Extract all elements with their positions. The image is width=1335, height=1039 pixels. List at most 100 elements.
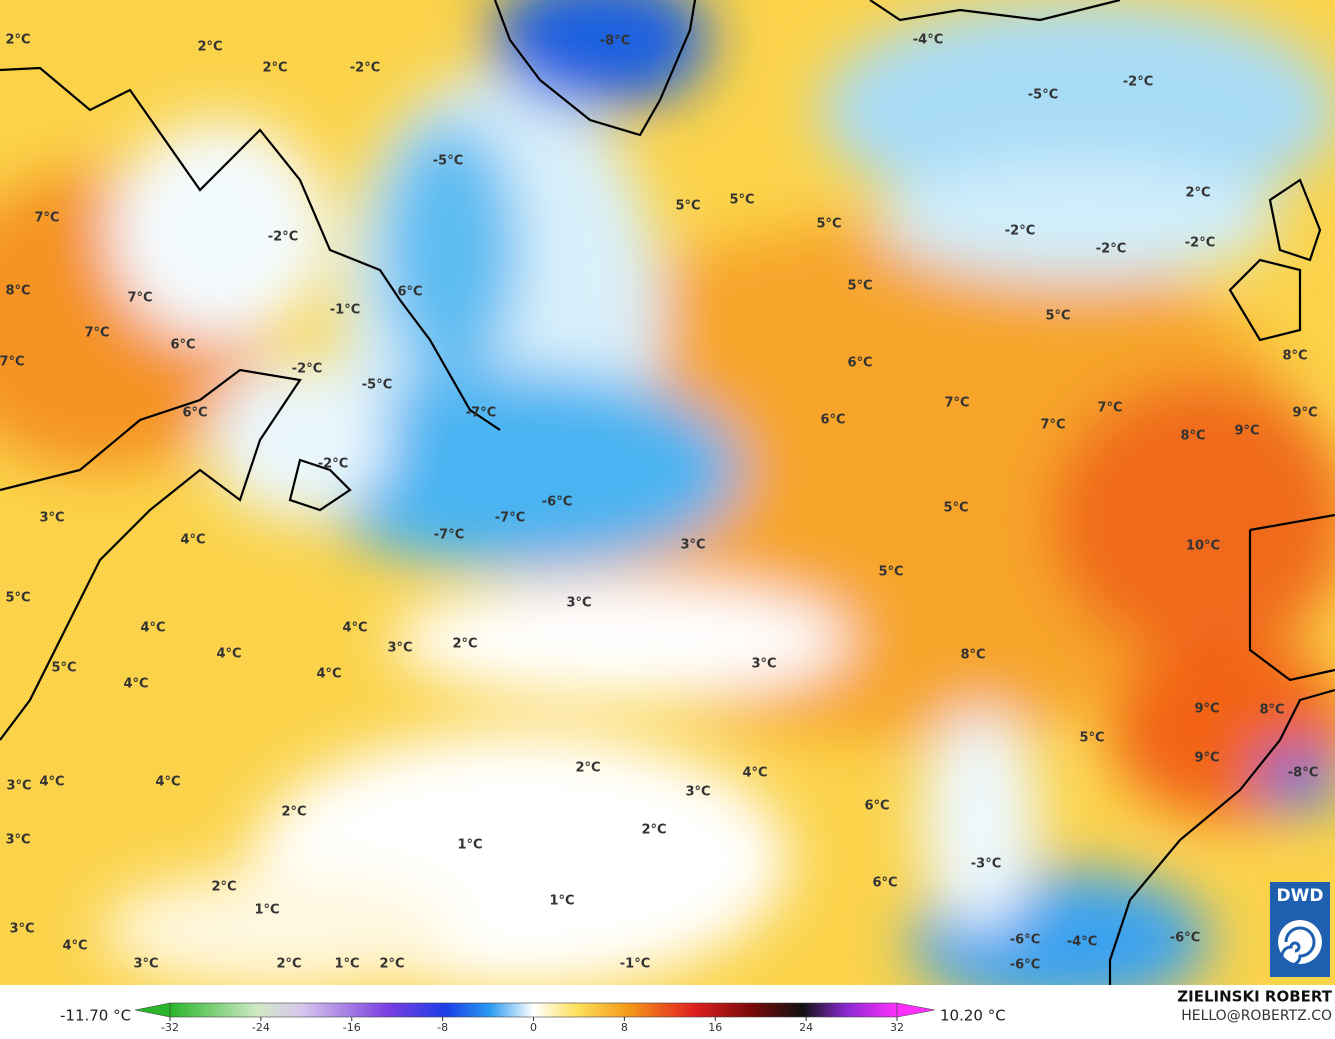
temp-label: 1°C bbox=[334, 957, 359, 972]
temp-label: 7°C bbox=[0, 355, 25, 370]
temp-label: -5°C bbox=[433, 154, 463, 169]
temp-label: 6°C bbox=[864, 799, 889, 814]
temp-label: 4°C bbox=[216, 647, 241, 662]
temp-label: -5°C bbox=[1028, 88, 1058, 103]
temp-label: 5°C bbox=[51, 661, 76, 676]
temp-label: -4°C bbox=[913, 33, 943, 48]
temp-label: 4°C bbox=[155, 775, 180, 790]
temp-label: 7°C bbox=[1097, 401, 1122, 416]
temp-label: -2°C bbox=[1123, 75, 1153, 90]
temp-label: 9°C bbox=[1234, 424, 1259, 439]
temp-label: -2°C bbox=[1005, 224, 1035, 239]
temp-label: 7°C bbox=[127, 291, 152, 306]
temp-label: 1°C bbox=[254, 903, 279, 918]
temp-label: 5°C bbox=[1079, 731, 1104, 746]
temp-label: 5°C bbox=[847, 279, 872, 294]
temp-label: 2°C bbox=[5, 33, 30, 48]
temp-label: -7°C bbox=[434, 528, 464, 543]
temp-label: 2°C bbox=[281, 805, 306, 820]
temp-label: 2°C bbox=[262, 61, 287, 76]
temp-label: 3°C bbox=[566, 596, 591, 611]
colorbar-tick-label: -8 bbox=[437, 1021, 448, 1034]
colorbar: -32 -24 -16 -8 0 8 16 24 32 bbox=[134, 1002, 936, 1034]
temp-label: 5°C bbox=[729, 193, 754, 208]
map-field bbox=[0, 0, 1335, 1010]
credit-name: ZIELINSKI ROBERT bbox=[1177, 988, 1332, 1006]
temp-label: -4°C bbox=[1067, 935, 1097, 950]
temp-label: 3°C bbox=[6, 779, 31, 794]
credit-email: HELLO@ROBERTZ.CO bbox=[1181, 1008, 1332, 1024]
temp-label: 5°C bbox=[675, 199, 700, 214]
temp-label: 4°C bbox=[342, 621, 367, 636]
temp-label: -7°C bbox=[466, 406, 496, 421]
temp-label: 5°C bbox=[1045, 309, 1070, 324]
temp-label: -2°C bbox=[318, 457, 348, 472]
temp-label: 6°C bbox=[872, 876, 897, 891]
temp-label: -1°C bbox=[620, 957, 650, 972]
temp-label: 3°C bbox=[133, 957, 158, 972]
temp-label: 2°C bbox=[575, 761, 600, 776]
temp-label: 2°C bbox=[276, 957, 301, 972]
colorbar-max: 10.20 °C bbox=[940, 1007, 1006, 1025]
temp-label: -2°C bbox=[1185, 236, 1215, 251]
temp-label: 3°C bbox=[39, 511, 64, 526]
temp-label: 7°C bbox=[1040, 418, 1065, 433]
temp-label: -6°C bbox=[1170, 931, 1200, 946]
temp-label: 7°C bbox=[84, 326, 109, 341]
colorbar-tick-label: 8 bbox=[621, 1021, 628, 1034]
temp-label: -6°C bbox=[1010, 933, 1040, 948]
temp-label: 6°C bbox=[820, 413, 845, 428]
colorbar-tick-label: 24 bbox=[799, 1021, 813, 1034]
temp-label: 2°C bbox=[197, 40, 222, 55]
colorbar-tick-label: -16 bbox=[343, 1021, 361, 1034]
temp-label: 2°C bbox=[211, 880, 236, 895]
temp-label: 2°C bbox=[641, 823, 666, 838]
temp-label: 8°C bbox=[1180, 429, 1205, 444]
temp-label: 2°C bbox=[1185, 186, 1210, 201]
temp-label: 8°C bbox=[1282, 349, 1307, 364]
temp-label: -3°C bbox=[971, 857, 1001, 872]
temp-label: 9°C bbox=[1292, 406, 1317, 421]
temp-label: -8°C bbox=[600, 34, 630, 49]
temp-label: 4°C bbox=[62, 939, 87, 954]
temp-label: 7°C bbox=[944, 396, 969, 411]
temp-label: -6°C bbox=[542, 495, 572, 510]
temp-label: 4°C bbox=[180, 533, 205, 548]
temp-label: 3°C bbox=[387, 641, 412, 656]
temp-label: 6°C bbox=[170, 338, 195, 353]
temp-label: -2°C bbox=[350, 61, 380, 76]
temp-label: -2°C bbox=[268, 230, 298, 245]
colorbar-tick-label: 0 bbox=[530, 1021, 537, 1034]
temp-label: -6°C bbox=[1010, 958, 1040, 973]
temp-label: 7°C bbox=[34, 211, 59, 226]
temp-label: -2°C bbox=[1096, 242, 1126, 257]
temp-label: 1°C bbox=[549, 894, 574, 909]
temp-label: 3°C bbox=[9, 922, 34, 937]
temp-label: 4°C bbox=[123, 677, 148, 692]
temp-label: 8°C bbox=[960, 648, 985, 663]
temp-label: 9°C bbox=[1194, 751, 1219, 766]
temp-label: 8°C bbox=[1259, 703, 1284, 718]
temp-label: -2°C bbox=[292, 362, 322, 377]
colorbar-tick-label: 16 bbox=[708, 1021, 722, 1034]
colorbar-min: -11.70 °C bbox=[60, 1007, 131, 1025]
colorbar-tick-label: -32 bbox=[161, 1021, 179, 1034]
temp-label: -5°C bbox=[362, 378, 392, 393]
temp-label: 1°C bbox=[457, 838, 482, 853]
colorbar-tick-label: 32 bbox=[890, 1021, 904, 1034]
temp-label: 3°C bbox=[751, 657, 776, 672]
temp-label: 2°C bbox=[379, 957, 404, 972]
temp-label: -1°C bbox=[330, 303, 360, 318]
colorbar-tick-label: -24 bbox=[252, 1021, 270, 1034]
temp-label: 9°C bbox=[1194, 702, 1219, 717]
temp-label: -7°C bbox=[495, 511, 525, 526]
temp-label: 5°C bbox=[878, 565, 903, 580]
temp-label: 8°C bbox=[5, 284, 30, 299]
temperature-labels: 2°C 2°C 2°C -2°C -8°C -4°C -2°C -5°C -5°C 7°C -2°C… bbox=[0, 33, 1318, 973]
temp-label: 4°C bbox=[316, 667, 341, 682]
dwd-logo: DWD bbox=[1270, 882, 1330, 977]
temp-label: 3°C bbox=[680, 538, 705, 553]
temp-label: 2°C bbox=[452, 637, 477, 652]
temp-label: 3°C bbox=[5, 833, 30, 848]
